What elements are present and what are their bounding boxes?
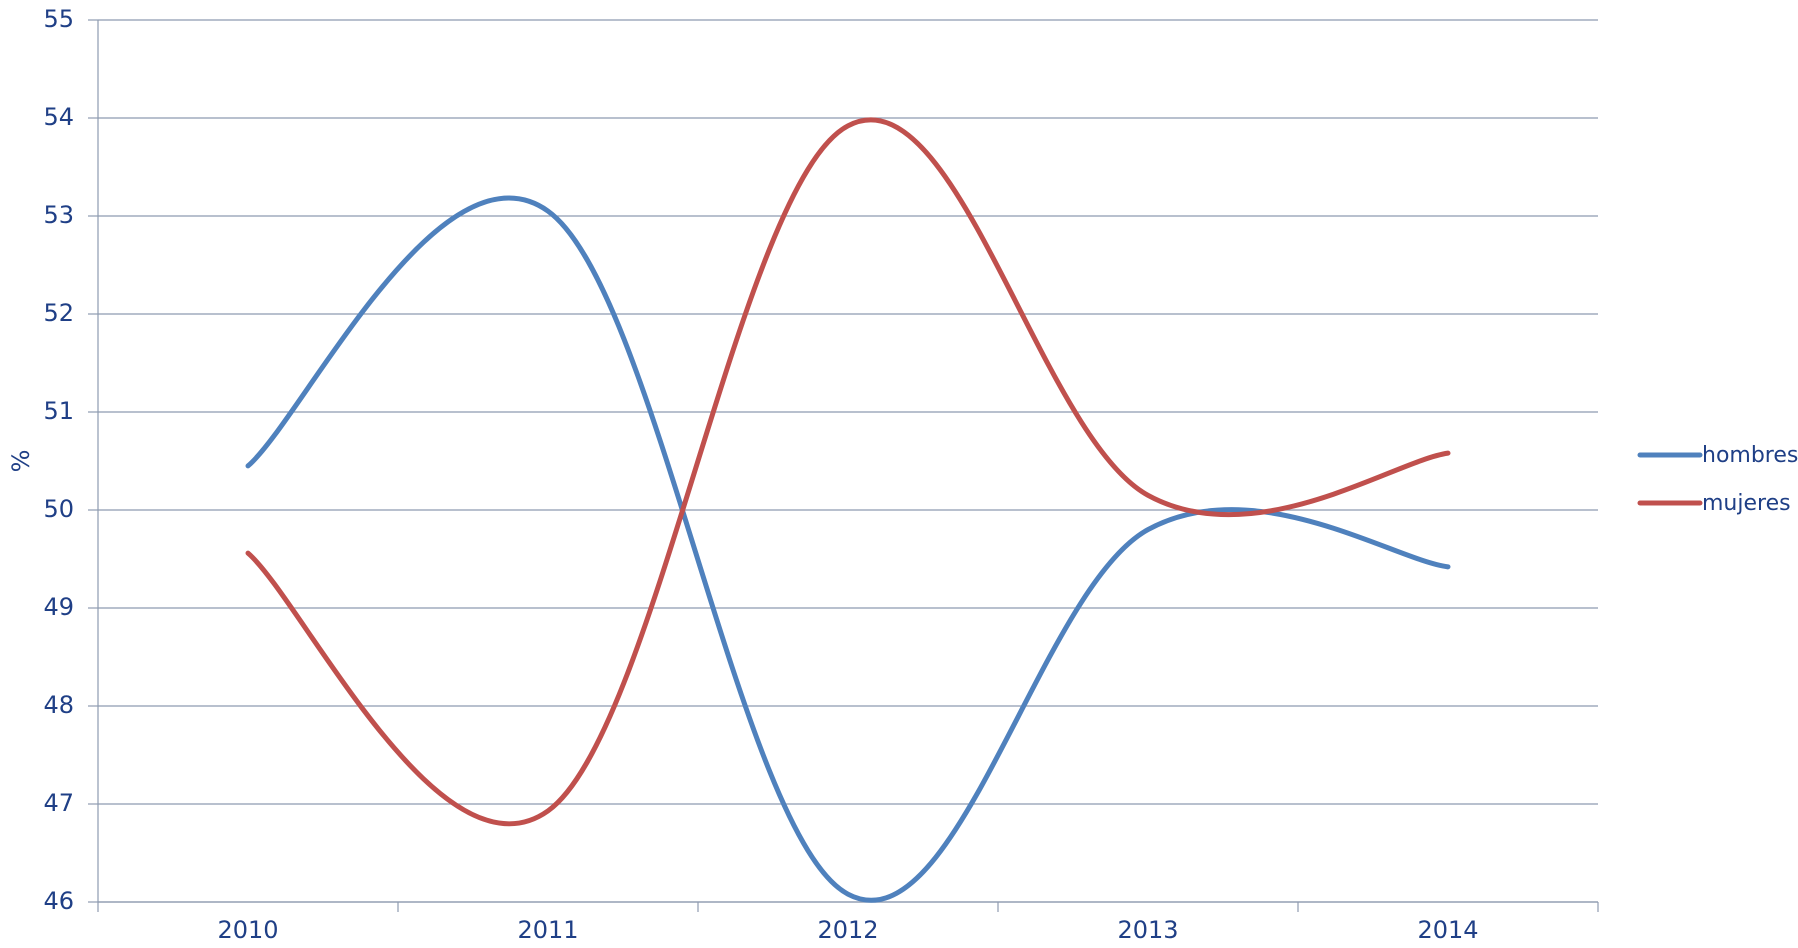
series-lines: [245, 117, 1451, 903]
y-tick-label-46: 46: [43, 887, 74, 915]
y-tick-label-55: 55: [43, 5, 74, 33]
y-tick-label-50: 50: [43, 495, 74, 523]
legend-label-mujeres: mujeres: [1702, 491, 1791, 516]
x-tick-label-2011: 2011: [517, 916, 578, 944]
series-line-mujeres: [245, 117, 1451, 827]
x-tick-label-2010: 2010: [217, 916, 278, 944]
series-line-hombres: [245, 195, 1451, 903]
x-axis-ticks: 2010 2011 2012 2013 2014: [97, 902, 1599, 944]
grid: [98, 19, 1598, 903]
y-tick-label-47: 47: [43, 789, 74, 817]
y-axis-ticks: 46 47 48 49 50 51 52 53 54 55: [43, 5, 98, 915]
y-tick-label-54: 54: [43, 103, 74, 131]
axes: [97, 20, 1598, 903]
x-tick-label-2012: 2012: [817, 916, 878, 944]
y-tick-label-53: 53: [43, 201, 74, 229]
x-tick-label-2013: 2013: [1117, 916, 1178, 944]
y-tick-label-49: 49: [43, 593, 74, 621]
y-tick-label-48: 48: [43, 691, 74, 719]
y-tick-label-51: 51: [43, 397, 74, 425]
legend-label-hombres: hombres: [1702, 443, 1798, 468]
x-tick-label-2014: 2014: [1417, 916, 1478, 944]
y-axis-label: %: [7, 450, 35, 473]
y-tick-label-52: 52: [43, 299, 74, 327]
legend: hombres mujeres: [1637, 443, 1798, 516]
